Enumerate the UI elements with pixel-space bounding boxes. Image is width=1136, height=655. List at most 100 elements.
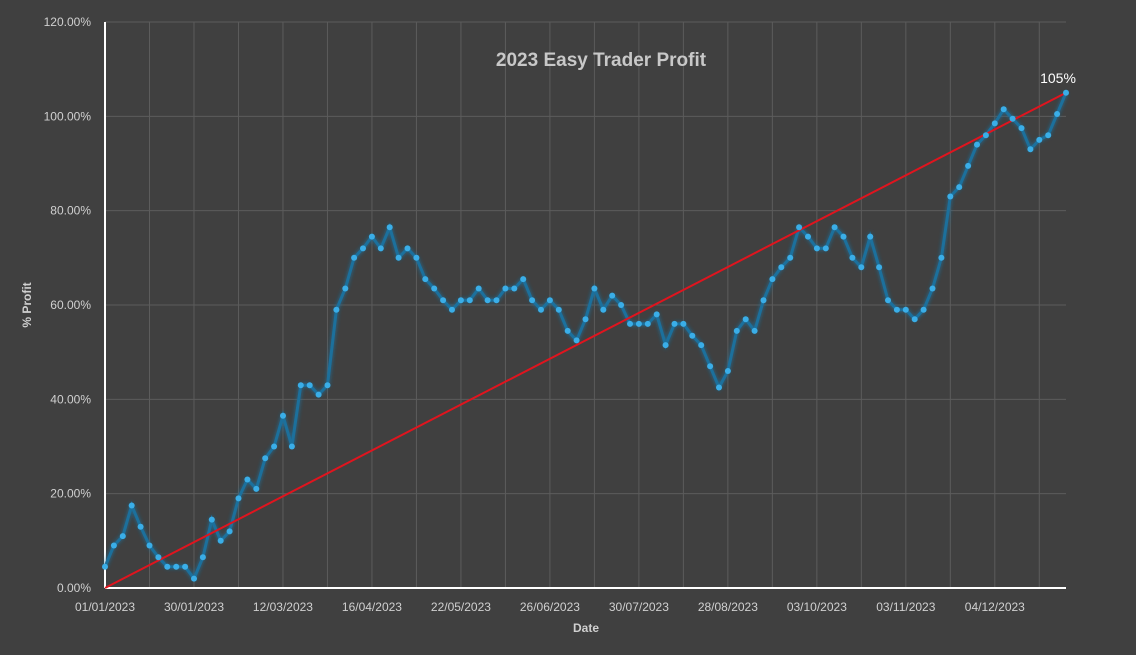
data-point [253, 485, 260, 492]
x-tick-label: 01/01/2023 [75, 600, 135, 614]
chart-title: 2023 Easy Trader Profit [496, 50, 707, 71]
data-point [493, 297, 500, 304]
x-tick-label: 04/12/2023 [965, 600, 1025, 614]
x-tick-label: 22/05/2023 [431, 600, 491, 614]
data-point [582, 316, 589, 323]
data-point [644, 320, 651, 327]
data-point [680, 320, 687, 327]
data-point [217, 537, 224, 544]
data-point [368, 233, 375, 240]
data-point [146, 542, 153, 549]
data-point [920, 306, 927, 313]
data-point [422, 276, 429, 283]
data-point [911, 316, 918, 323]
data-point [431, 285, 438, 292]
x-axis-tick-labels: 01/01/2023 30/01/2023 12/03/2023 16/04/2023… [75, 600, 1025, 614]
data-point [822, 245, 829, 252]
data-point [155, 554, 162, 561]
data-point [1045, 132, 1052, 139]
data-point [618, 302, 625, 308]
profit-series-points [102, 89, 1069, 582]
data-point [306, 382, 313, 389]
x-tick-label: 26/06/2023 [520, 600, 580, 614]
data-point [787, 254, 794, 261]
vertical-gridlines [148, 22, 1040, 588]
data-point [1027, 146, 1034, 153]
data-point [102, 563, 108, 570]
data-point [831, 224, 838, 231]
data-point [191, 575, 197, 582]
data-point [173, 563, 180, 570]
x-tick-label: 30/01/2023 [164, 600, 224, 614]
data-point [288, 443, 295, 450]
data-point [742, 316, 749, 323]
data-point [511, 285, 518, 292]
data-point [529, 297, 536, 304]
data-point [324, 382, 331, 389]
data-point [724, 368, 731, 374]
data-point [546, 297, 553, 304]
data-point [635, 320, 642, 327]
data-point [1063, 89, 1069, 96]
data-point [991, 120, 998, 127]
data-point [591, 285, 598, 292]
data-point [404, 245, 411, 252]
data-point [110, 542, 117, 549]
data-point [395, 254, 402, 261]
y-tick-label: 40.00% [50, 392, 91, 406]
data-point [440, 297, 447, 304]
data-point [867, 233, 874, 240]
y-tick-label: 0.00% [57, 581, 91, 595]
data-point [128, 502, 135, 509]
data-point [199, 554, 206, 561]
data-point [315, 391, 322, 398]
data-point [244, 476, 251, 483]
x-tick-label: 16/04/2023 [342, 600, 402, 614]
data-point [849, 254, 856, 261]
data-point [333, 306, 340, 313]
x-tick-label: 03/11/2023 [876, 600, 935, 614]
data-point [360, 245, 366, 252]
data-point [876, 264, 883, 271]
data-point [974, 141, 980, 148]
data-point [226, 528, 233, 535]
x-tick-label: 12/03/2023 [253, 600, 313, 614]
data-point [778, 264, 785, 271]
data-point [689, 332, 696, 339]
data-point [1018, 125, 1025, 132]
data-point [982, 132, 989, 139]
data-point [164, 563, 171, 570]
y-tick-label: 100.00% [44, 109, 92, 123]
y-axis-title: % Profit [20, 282, 34, 327]
data-point [893, 306, 900, 313]
data-point [938, 254, 945, 261]
data-point [1000, 106, 1007, 113]
data-point [449, 306, 455, 313]
data-point [716, 384, 722, 391]
data-point [297, 382, 304, 389]
data-point [796, 224, 803, 231]
data-point [351, 254, 358, 261]
x-axis-title: Date [573, 621, 599, 635]
data-point [627, 320, 633, 327]
data-point [885, 297, 891, 304]
data-point [1009, 115, 1016, 122]
data-point [475, 285, 482, 292]
x-tick-label: 28/08/2023 [698, 600, 758, 614]
data-point [609, 292, 616, 299]
data-point [1054, 111, 1061, 117]
data-point [929, 285, 936, 292]
data-point [769, 276, 776, 283]
data-point [653, 311, 660, 318]
data-point [182, 563, 189, 570]
y-tick-label: 20.00% [50, 487, 91, 501]
y-axis-tick-labels: 0.00% 20.00% 40.00% 60.00% 80.00% 100.00% 120.… [44, 15, 92, 595]
data-point [564, 327, 571, 334]
data-point [386, 224, 393, 231]
data-point [502, 285, 509, 292]
data-point [956, 184, 963, 191]
data-point [760, 297, 767, 304]
data-point [698, 342, 705, 349]
data-point [466, 297, 473, 304]
